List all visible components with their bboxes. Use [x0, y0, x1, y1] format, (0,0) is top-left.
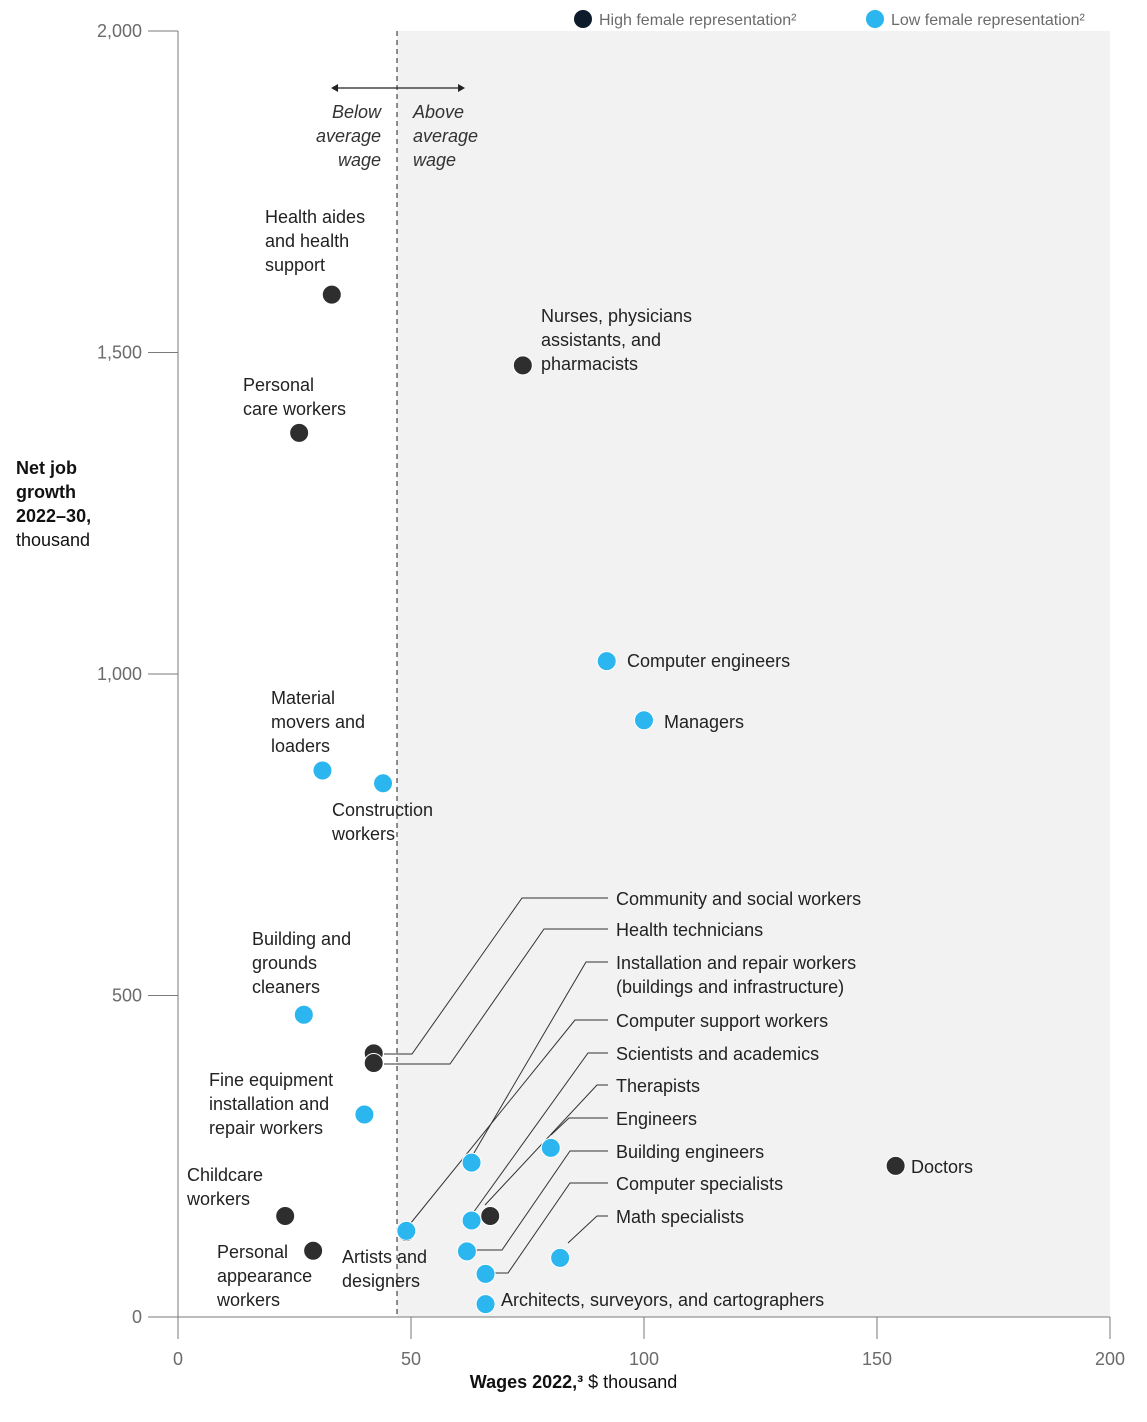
data-point-label: Building engineers: [616, 1142, 764, 1162]
data-point-label: Managers: [664, 712, 744, 732]
arrow-right-icon: [458, 84, 466, 92]
y-tick-label: 1,000: [97, 664, 142, 684]
data-point-label: Personal care workers: [243, 375, 346, 419]
data-point-label: Construction workers: [331, 800, 433, 844]
legend-marker-high: [574, 10, 592, 28]
x-tick-label: 200: [1095, 1349, 1125, 1369]
data-point-label: Building and grounds cleaners: [252, 929, 351, 997]
leader-line: [472, 1052, 608, 1214]
data-point-low: [354, 1104, 375, 1125]
leader-line: [550, 1117, 608, 1136]
y-axis-title-bold-3: 2022–30,: [16, 506, 92, 526]
data-point-label: Architects, surveyors, and cartographers: [501, 1290, 824, 1310]
data-point-label: Doctors: [911, 1157, 973, 1177]
data-point-high: [289, 422, 310, 443]
x-axis-title-bold: Wages 2022,³: [469, 1372, 584, 1392]
leader-line: [484, 1084, 608, 1206]
data-point-label: Computer engineers: [627, 651, 790, 671]
above-average-note: Above average wage: [412, 102, 478, 170]
data-point-low: [634, 710, 654, 731]
legend-label-high: High female representation²: [599, 12, 797, 29]
data-point-low: [550, 1247, 571, 1268]
x-tick-label: 0: [173, 1349, 183, 1369]
y-tick-label: 0: [132, 1307, 142, 1327]
x-tick-label: 100: [629, 1349, 659, 1369]
leader-line: [567, 1215, 608, 1244]
data-point-low: [456, 1241, 477, 1262]
data-point-label: Community and social workers: [616, 889, 861, 909]
data-point-low: [293, 1004, 314, 1025]
legend-label-low: Low female representation²: [891, 12, 1086, 29]
data-point-high: [321, 284, 342, 305]
leader-line: [384, 928, 608, 1065]
data-point-label: Computer specialists: [616, 1174, 783, 1194]
x-tick-label: 50: [401, 1349, 421, 1369]
data-point-high: [363, 1053, 384, 1074]
y-tick-label: 2,000: [97, 21, 142, 41]
y-axis-title: Net job growth 2022–30, thousand: [16, 456, 166, 552]
data-point-high: [885, 1155, 906, 1176]
data-point-high: [512, 355, 533, 376]
data-point-label: Computer support workers: [616, 1011, 828, 1031]
data-point-low: [396, 1220, 417, 1241]
data-point-label: Material movers and loaders: [271, 688, 365, 756]
data-point-label: Scientists and academics: [616, 1044, 819, 1064]
data-point-low: [475, 1263, 496, 1284]
data-point-high: [275, 1206, 296, 1227]
data-point-low: [461, 1210, 482, 1231]
data-point-low: [312, 760, 333, 781]
data-point-label: Personal appearance workers: [216, 1242, 312, 1310]
data-point-label: Childcare workers: [186, 1165, 263, 1209]
y-axis-title-unit: thousand: [16, 530, 91, 550]
data-point-low: [596, 651, 617, 672]
leader-line: [490, 1182, 608, 1274]
arrow-left-icon: [331, 84, 339, 92]
data-point-label: Health aides and health support: [265, 207, 365, 275]
data-point-label: Nurses, physicians assistants, and pharmac…: [541, 306, 692, 374]
data-point-label: Installation and repair workers (building…: [616, 953, 856, 997]
data-point-low: [373, 773, 394, 794]
leader-line: [470, 961, 608, 1159]
below-average-note: Below average wage: [316, 102, 382, 170]
above-average-shade: [397, 31, 1110, 1317]
data-point-label: Math specialists: [616, 1207, 744, 1227]
y-tick-label: 500: [112, 986, 142, 1006]
x-tick-label: 150: [862, 1349, 892, 1369]
data-point-label: Health technicians: [616, 920, 763, 940]
data-point-label: Therapists: [616, 1076, 700, 1096]
data-point-label: Fine equipment installation and repair wor…: [209, 1070, 333, 1138]
x-axis-title-unit: $ thousand: [583, 1372, 678, 1392]
leader-line: [384, 897, 608, 1055]
data-point-label: Engineers: [616, 1109, 697, 1129]
y-tick-label: 1,500: [97, 343, 142, 363]
data-point-low: [461, 1152, 482, 1173]
data-point-low: [475, 1294, 496, 1315]
data-point-high: [303, 1240, 324, 1261]
y-axis-title-bold-2: growth: [16, 482, 76, 502]
legend-marker-low: [866, 10, 884, 28]
y-axis-title-bold-1: Net job: [16, 458, 77, 478]
leader-line: [470, 1150, 608, 1251]
data-point-low: [540, 1137, 561, 1158]
data-point-label: Artists and designers: [342, 1247, 427, 1291]
data-point-high: [480, 1206, 501, 1227]
x-axis-title: Wages 2022,³ $ thousand: [0, 1372, 1147, 1393]
